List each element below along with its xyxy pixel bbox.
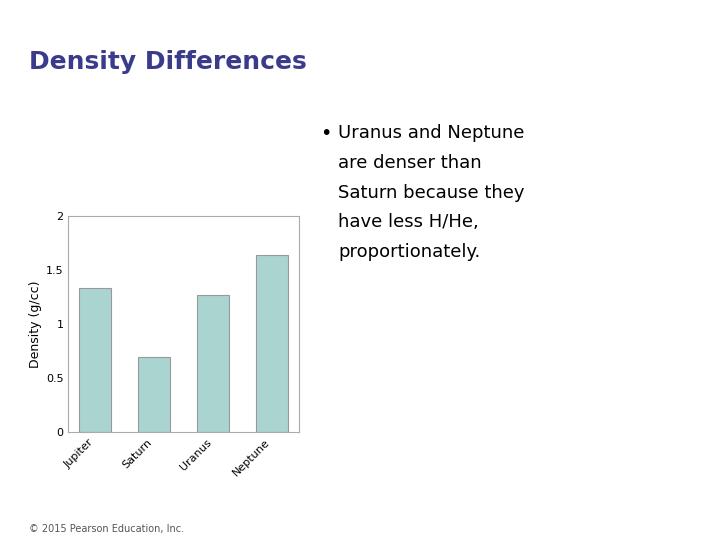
- Bar: [256, 255, 288, 432]
- Text: Density Differences: Density Differences: [29, 50, 307, 75]
- Bar: [197, 295, 230, 432]
- Text: Saturn because they: Saturn because they: [338, 184, 525, 201]
- Bar: [138, 357, 171, 432]
- Text: © 2015 Pearson Education, Inc.: © 2015 Pearson Education, Inc.: [29, 523, 184, 534]
- Bar: [79, 288, 112, 432]
- Text: •: •: [320, 124, 332, 143]
- Text: proportionately.: proportionately.: [338, 243, 481, 261]
- Y-axis label: Density (g/cc): Density (g/cc): [29, 280, 42, 368]
- Text: Uranus and Neptune: Uranus and Neptune: [338, 124, 525, 142]
- Text: are denser than: are denser than: [338, 154, 482, 172]
- Text: have less H/He,: have less H/He,: [338, 213, 479, 231]
